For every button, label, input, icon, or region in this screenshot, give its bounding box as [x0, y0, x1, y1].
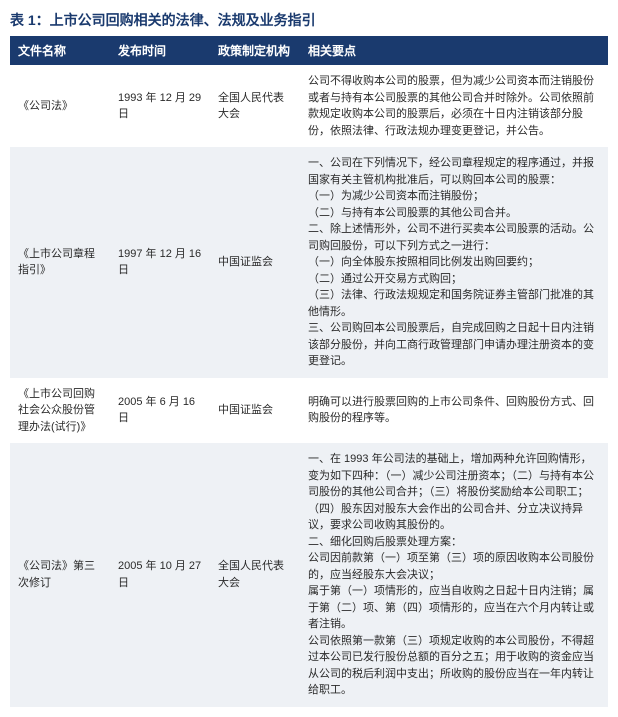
cell-date: 2005 年 6 月 16 日	[110, 378, 210, 444]
header-row: 文件名称 发布时间 政策制定机构 相关要点	[10, 36, 608, 65]
cell-org: 中国证监会	[210, 147, 300, 378]
cell-date: 1993 年 12 月 29 日	[110, 65, 210, 147]
table-row: 《上市公司回购社会公众股份管理办法(试行)》 2005 年 6 月 16 日 中…	[10, 378, 608, 444]
cell-points: 明确可以进行股票回购的上市公司条件、回购股份方式、回购股份的程序等。	[300, 378, 608, 444]
col-header-name: 文件名称	[10, 36, 110, 65]
col-header-points: 相关要点	[300, 36, 608, 65]
cell-points: 一、在 1993 年公司法的基础上，增加两种允许回购情形，变为如下四种：（一）减…	[300, 443, 608, 707]
cell-name: 《公司法》	[10, 65, 110, 147]
table-row: 《上市公司章程指引》 1997 年 12 月 16 日 中国证监会 一、公司在下…	[10, 147, 608, 378]
cell-date: 1997 年 12 月 16 日	[110, 147, 210, 378]
cell-points: 一、公司在下列情况下，经公司章程规定的程序通过，并报国家有关主管机构批准后，可以…	[300, 147, 608, 378]
col-header-date: 发布时间	[110, 36, 210, 65]
cell-name: 《上市公司回购社会公众股份管理办法(试行)》	[10, 378, 110, 444]
table-row: 《公司法》 1993 年 12 月 29 日 全国人民代表大会 公司不得收购本公…	[10, 65, 608, 147]
table-title: 表 1：上市公司回购相关的法律、法规及业务指引	[10, 10, 608, 30]
col-header-org: 政策制定机构	[210, 36, 300, 65]
cell-name: 《上市公司章程指引》	[10, 147, 110, 378]
cell-points: 公司不得收购本公司的股票，但为减少公司资本而注销股份或者与持有本公司股票的其他公…	[300, 65, 608, 147]
table-row: 《公司法》第三次修订 2005 年 10 月 27 日 全国人民代表大会 一、在…	[10, 443, 608, 707]
cell-org: 全国人民代表大会	[210, 443, 300, 707]
cell-name: 《公司法》第三次修订	[10, 443, 110, 707]
cell-org: 中国证监会	[210, 378, 300, 444]
cell-org: 全国人民代表大会	[210, 65, 300, 147]
cell-date: 2005 年 10 月 27 日	[110, 443, 210, 707]
regulation-table: 文件名称 发布时间 政策制定机构 相关要点 《公司法》 1993 年 12 月 …	[10, 36, 608, 707]
